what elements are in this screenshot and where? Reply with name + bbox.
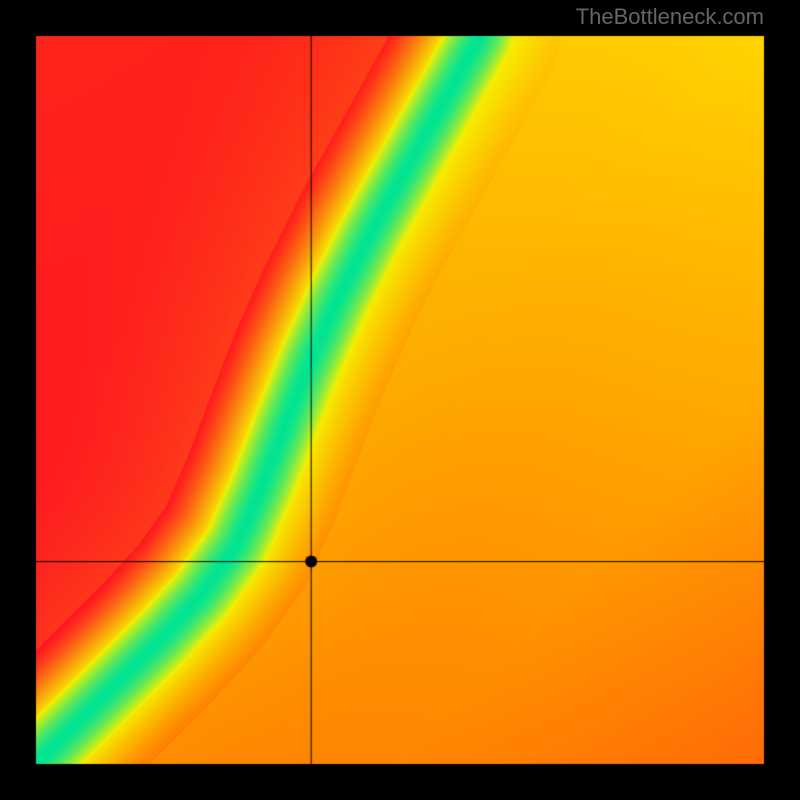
watermark-text: TheBottleneck.com [576, 4, 764, 30]
heatmap-canvas [0, 0, 800, 800]
chart-container: { "watermark": "TheBottleneck.com", "cha… [0, 0, 800, 800]
